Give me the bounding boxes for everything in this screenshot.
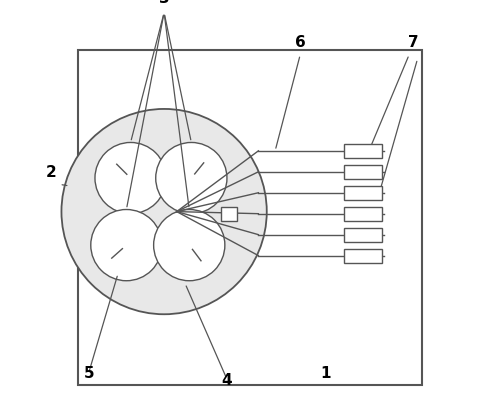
Text: 3: 3 [159,0,170,6]
Text: 5: 5 [84,366,94,381]
Bar [344,207,382,221]
Bar [344,165,382,178]
Text: 6: 6 [295,35,306,50]
Text: 2: 2 [46,165,56,180]
Bar [344,228,382,241]
Circle shape [91,210,162,281]
Bar [344,186,382,199]
Text: 7: 7 [408,35,418,50]
Text: 4: 4 [222,372,232,388]
Bar [220,207,236,221]
Bar [344,144,382,158]
Circle shape [95,142,166,214]
Text: 1: 1 [320,366,330,381]
Bar [344,248,382,262]
Circle shape [154,210,225,281]
Bar [78,50,422,385]
Circle shape [62,109,267,314]
Circle shape [156,142,227,214]
